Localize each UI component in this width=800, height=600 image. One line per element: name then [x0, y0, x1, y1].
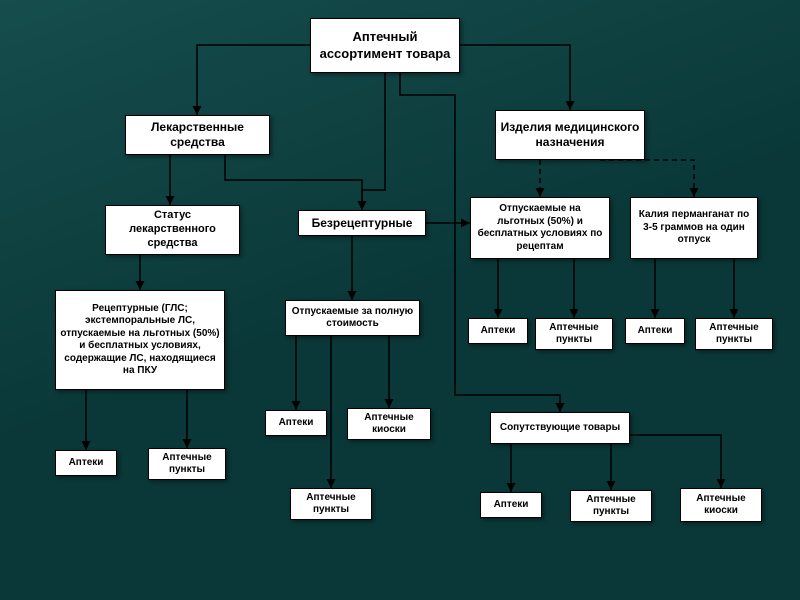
node-label: Рецептурные (ГЛС; экстемпоральные ЛС, от…	[60, 303, 220, 378]
node-label: Сопутствующие товары	[500, 422, 620, 435]
diagram-canvas: Аптечный ассортимент товара Лекарственные…	[0, 0, 800, 600]
node-aptkiosk_b: Аптечные киоски	[680, 488, 762, 522]
node-apteki_a: Аптеки	[468, 318, 528, 344]
node-label: Аптечные киоски	[685, 493, 757, 518]
node-bezrec: Безрецептурные	[298, 210, 426, 236]
edge-izmed-kaliy	[600, 160, 694, 197]
node-aptpunkt_b: Аптечные пункты	[695, 318, 773, 350]
node-aptpunkt_a: Аптечные пункты	[535, 318, 613, 350]
node-izmed: Изделия медицинского назначения	[495, 110, 645, 160]
node-label: Отпускаемые за полную стоимость	[290, 306, 415, 331]
node-apteki_e: Аптеки	[480, 492, 542, 518]
node-label: Лекарственные средства	[130, 120, 265, 150]
node-kaliy: Калия перманганат по 3-5 граммов на один…	[630, 197, 758, 259]
node-root: Аптечный ассортимент товара	[310, 18, 460, 73]
node-otpfull: Отпускаемые за полную стоимость	[285, 300, 420, 336]
node-label: Аптеки	[494, 499, 529, 512]
node-label: Аптеки	[481, 325, 516, 338]
node-receptur: Рецептурные (ГЛС; экстемпоральные ЛС, от…	[55, 290, 225, 390]
node-label: Статус лекарственного средства	[110, 209, 235, 250]
node-label: Аптечные киоски	[352, 412, 426, 437]
edge-root-bezrec	[362, 73, 385, 210]
node-label: Калия перманганат по 3-5 граммов на один…	[635, 209, 753, 247]
node-aptkiosk_a: Аптечные киоски	[347, 408, 431, 440]
edge-root-izmed	[460, 45, 570, 110]
node-status: Статус лекарственного средства	[105, 205, 240, 255]
node-label: Аптеки	[279, 417, 314, 430]
node-label: Отпускаемые на льготных (50%) и бесплатн…	[475, 203, 605, 253]
node-aptpunkt_d: Аптечные пункты	[148, 448, 226, 480]
node-apteki_d: Аптеки	[55, 450, 117, 476]
edge-root-lek	[197, 45, 310, 115]
node-apteki_b: Аптеки	[625, 318, 685, 344]
node-label: Изделия медицинского назначения	[500, 120, 640, 150]
edge-lek-bezrec	[225, 155, 362, 210]
node-label: Аптечные пункты	[575, 494, 647, 519]
node-label: Аптечный ассортимент товара	[315, 29, 455, 62]
node-aptpunkt_f: Аптечные пункты	[570, 490, 652, 522]
node-soput: Сопутствующие товары	[490, 412, 630, 444]
node-label: Аптеки	[69, 457, 104, 470]
node-label: Безрецептурные	[312, 216, 413, 231]
edge-soput-aptkiosk_b	[630, 435, 721, 488]
node-otplgot: Отпускаемые на льготных (50%) и бесплатн…	[470, 197, 610, 259]
node-label: Аптечные пункты	[700, 322, 768, 347]
node-label: Аптечные пункты	[153, 452, 221, 477]
node-aptpunkt_e: Аптечные пункты	[290, 488, 372, 520]
node-label: Аптеки	[638, 325, 673, 338]
node-apteki_c: Аптеки	[265, 410, 327, 436]
node-label: Аптечные пункты	[540, 322, 608, 347]
node-label: Аптечные пункты	[295, 492, 367, 517]
node-lek: Лекарственные средства	[125, 115, 270, 155]
